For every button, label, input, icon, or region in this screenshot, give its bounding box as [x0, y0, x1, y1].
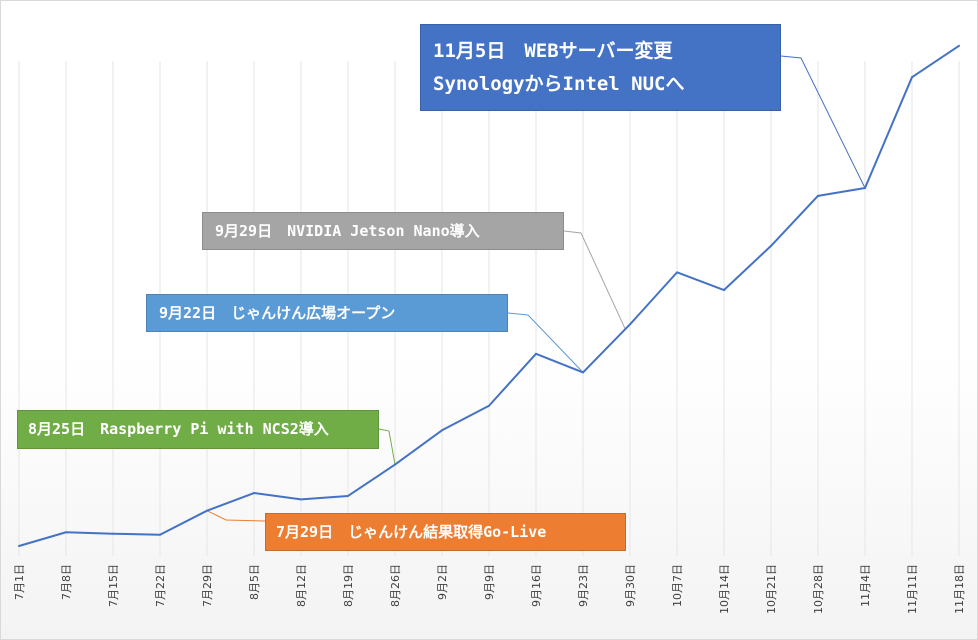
data-point — [206, 509, 208, 512]
annotation-line: 9月22日 じゃんけん広場オープン — [159, 304, 396, 322]
data-point — [300, 498, 302, 501]
x-tick-label: 10月14日 — [718, 564, 731, 614]
data-point — [817, 194, 819, 197]
data-point — [676, 271, 678, 274]
annotation-callout-go-live: 7月29日 じゃんけん結果取得Go-Live — [265, 513, 626, 551]
x-tick-label: 7月15日 — [107, 564, 120, 607]
data-point — [253, 492, 255, 495]
x-tick-label: 9月16日 — [530, 564, 543, 607]
x-tick-label: 7月29日 — [201, 564, 214, 607]
data-point — [535, 352, 537, 355]
annotation-line: 11月5日 WEBサーバー変更 — [433, 40, 673, 62]
x-tick-label: 11月4日 — [859, 564, 872, 607]
data-point — [958, 44, 960, 47]
annotation-line: 8月25日 Raspberry Pi with NCS2導入 — [28, 420, 329, 438]
data-point — [629, 323, 631, 326]
annotation-leader-line — [780, 55, 866, 189]
data-point — [18, 545, 20, 547]
data-point — [159, 533, 161, 536]
x-tick-label: 10月28日 — [812, 564, 825, 614]
x-tick-label: 9月30日 — [624, 564, 637, 607]
annotation-leader-line — [563, 230, 626, 330]
annotation-callout-janken-open: 9月22日 じゃんけん広場オープン — [146, 294, 508, 332]
annotation-callout-raspberry-pi: 8月25日 Raspberry Pi with NCS2導入 — [17, 410, 379, 449]
x-tick-label: 8月26日 — [389, 564, 402, 607]
annotation-line: SynologyからIntel NUCへ — [433, 73, 685, 95]
x-tick-label: 8月19日 — [342, 564, 355, 607]
series — [18, 44, 960, 547]
data-point — [347, 494, 349, 497]
data-point — [488, 404, 490, 407]
data-point — [394, 463, 396, 466]
data-point — [770, 244, 772, 247]
data-point — [112, 532, 114, 535]
data-point — [723, 289, 725, 292]
x-tick-label: 10月21日 — [765, 564, 778, 614]
data-point — [582, 371, 584, 374]
data-point — [864, 187, 866, 190]
x-tick-label: 10月7日 — [671, 564, 684, 607]
annotation-callout-web-server: 11月5日 WEBサーバー変更 SynologyからIntel NUCへ — [420, 24, 781, 111]
x-tick-label: 9月23日 — [577, 564, 590, 607]
x-tick-label: 11月11日 — [906, 564, 919, 614]
annotation-callout-jetson-nano: 9月29日 NVIDIA Jetson Nano導入 — [202, 212, 564, 250]
x-tick-label: 7月1日 — [13, 564, 26, 600]
x-tick-label: 11月18日 — [953, 564, 966, 614]
x-tick-label: 7月8日 — [60, 564, 73, 600]
x-tick-label: 7月22日 — [154, 564, 167, 607]
x-tick-label: 8月5日 — [248, 564, 261, 600]
annotation-leader-line — [206, 510, 266, 522]
annotation-line: 7月29日 じゃんけん結果取得Go-Live — [276, 523, 547, 541]
data-point — [911, 76, 913, 79]
annotation-leader-line — [378, 428, 396, 465]
data-point — [441, 429, 443, 432]
data-point — [65, 531, 67, 534]
annotation-leaders — [206, 55, 866, 522]
annotation-leader-line — [507, 312, 584, 373]
annotation-line: 9月29日 NVIDIA Jetson Nano導入 — [215, 222, 480, 240]
x-tick-label: 9月2日 — [436, 564, 449, 600]
x-axis-tick-labels: 7月1日 7月8日 7月15日 7月22日 7月29日 8月5日 8月12日 8月19日 8月2… — [13, 564, 966, 614]
x-tick-label: 9月9日 — [483, 564, 496, 600]
gridlines — [18, 61, 960, 556]
x-tick-label: 8月12日 — [295, 564, 308, 607]
